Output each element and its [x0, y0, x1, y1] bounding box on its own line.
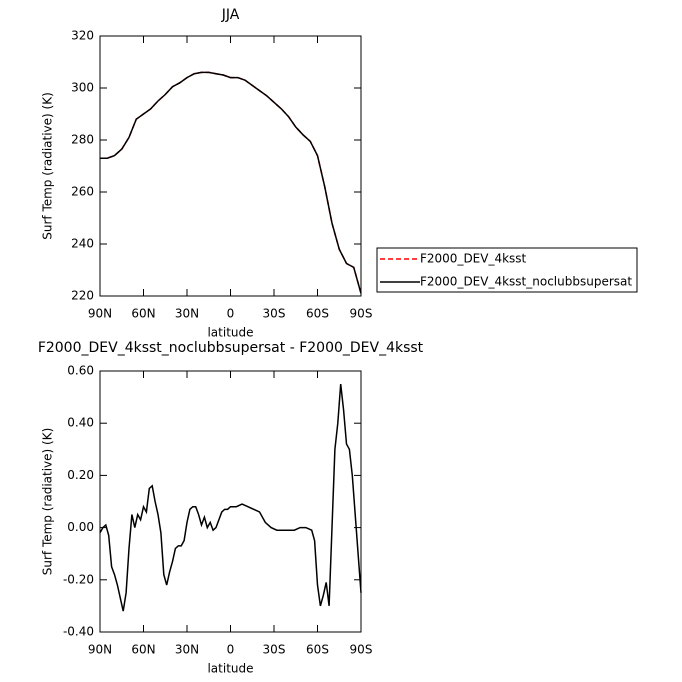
plot-frame — [99, 370, 362, 633]
y-tick-label: 240 — [71, 237, 94, 251]
data-line — [100, 71, 362, 294]
y-tick-label: 220 — [71, 289, 94, 303]
x-tick-label: 90N — [88, 643, 112, 657]
chart-title: F2000_DEV_4ksst_noclubbsupersat - F2000_… — [38, 340, 424, 356]
x-tick-label: 0 — [227, 307, 235, 321]
y-tick-label: 300 — [71, 81, 94, 95]
legend-label: F2000_DEV_4ksst — [420, 252, 527, 266]
legend-label: F2000_DEV_4ksst_noclubbsupersat — [420, 275, 632, 289]
x-tick-label: 60S — [306, 643, 329, 657]
y-tick-label: 320 — [71, 29, 94, 43]
x-tick-label: 30S — [263, 307, 286, 321]
legend-box — [376, 247, 638, 293]
y-tick-label: 0.20 — [67, 468, 94, 482]
x-tick-label: 30N — [175, 643, 199, 657]
x-axis-label: latitude — [207, 662, 253, 676]
x-tick-label: 60N — [131, 643, 155, 657]
x-axis-label: latitude — [207, 326, 253, 340]
data-line — [100, 71, 362, 294]
y-tick-label: 0.40 — [67, 416, 94, 430]
y-tick-label: 260 — [71, 185, 94, 199]
data-line — [99, 383, 362, 612]
y-tick-label: -0.40 — [63, 625, 94, 639]
y-tick-label: -0.20 — [63, 572, 94, 586]
x-tick-label: 60N — [131, 307, 155, 321]
x-tick-label: 0 — [227, 643, 235, 657]
y-axis-label: Surf Temp (radiative) (K) — [41, 428, 55, 576]
y-axis-label: Surf Temp (radiative) (K) — [41, 92, 55, 240]
y-tick-label: 280 — [71, 133, 94, 147]
x-tick-label: 90S — [350, 643, 373, 657]
x-tick-label: 90S — [350, 307, 373, 321]
plot-frame — [99, 35, 362, 297]
x-tick-label: 90N — [88, 307, 112, 321]
x-tick-label: 60S — [306, 307, 329, 321]
y-tick-label: 0.60 — [67, 364, 94, 378]
chart-title: JJA — [221, 7, 240, 23]
x-tick-label: 30S — [263, 643, 286, 657]
x-tick-label: 30N — [175, 307, 199, 321]
y-tick-label: 0.00 — [67, 520, 94, 534]
